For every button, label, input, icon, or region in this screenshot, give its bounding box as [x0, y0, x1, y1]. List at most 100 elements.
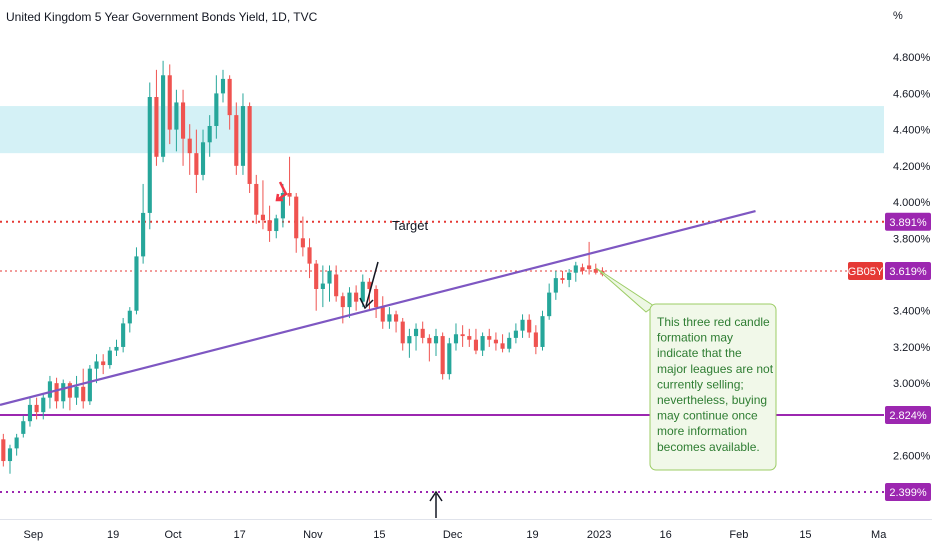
- target-arrow: [365, 261, 379, 307]
- candle-body: [87, 368, 92, 402]
- candle-body: [67, 383, 72, 398]
- note-line: more information: [657, 424, 747, 438]
- candle-body: [400, 321, 405, 344]
- supply-zone-band: [0, 106, 884, 154]
- candle-body: [553, 278, 558, 293]
- candle-body: [74, 386, 79, 398]
- note-box: [649, 303, 777, 471]
- note-line: This three red candle: [657, 315, 770, 329]
- x-tick-label: Feb: [729, 529, 748, 541]
- ticker-tag: [848, 262, 883, 281]
- candle-body: [147, 97, 152, 213]
- candle-body: [127, 310, 132, 324]
- price-tag-label-0: 3.891%: [889, 217, 927, 229]
- candle-body: [547, 292, 552, 317]
- y-tick-label: 4.200%: [893, 161, 931, 173]
- candle-body: [34, 404, 39, 413]
- candle-body: [47, 381, 52, 398]
- candle-body: [587, 265, 592, 270]
- candle-body: [54, 383, 59, 402]
- candle-body: [101, 361, 106, 366]
- note-line: formation may: [657, 331, 733, 345]
- candle-body: [493, 339, 498, 344]
- price-tag-1: [885, 262, 931, 281]
- note-line: nevertheless, buying: [657, 393, 767, 407]
- candle-body: [141, 212, 146, 257]
- price-tag-2: [885, 406, 931, 425]
- ticker-tag-label: GB05Y: [848, 266, 884, 278]
- candle-body: [580, 267, 585, 271]
- candle-body: [41, 397, 46, 413]
- price-tag-label-1: 3.619%: [889, 266, 927, 278]
- candle-body: [227, 78, 232, 116]
- y-tick-label: 4.600%: [893, 88, 931, 100]
- candle-body: [254, 183, 259, 215]
- candle-body: [427, 337, 432, 344]
- red-down-arrow: [275, 181, 288, 202]
- x-tick-label: 15: [373, 529, 385, 541]
- candle-body: [167, 75, 172, 130]
- candle-body: [260, 214, 266, 221]
- candle-body: [81, 386, 86, 402]
- candle-body: [314, 263, 319, 289]
- candle-body: [387, 314, 392, 322]
- note-line: currently selling;: [657, 377, 744, 391]
- candle-body: [487, 336, 492, 340]
- candle-body: [280, 193, 285, 219]
- y-tick-label: 4.800%: [893, 52, 931, 64]
- unit-label: %: [893, 10, 903, 22]
- price-tag-label-3: 2.399%: [889, 487, 927, 499]
- candle-body: [134, 256, 139, 311]
- note-line: major leagues are not: [657, 362, 774, 376]
- target-arrow-head: [359, 297, 374, 310]
- candle-body: [573, 265, 578, 273]
- candle-body: [500, 343, 505, 349]
- y-tick-label: 3.000%: [893, 378, 931, 390]
- candle-body: [174, 102, 179, 130]
- x-tick-label: 17: [234, 529, 246, 541]
- candle-body: [360, 281, 365, 302]
- candle-body: [540, 316, 545, 347]
- candle-body: [1, 439, 6, 462]
- price-tag-3: [885, 483, 931, 502]
- candle-body: [447, 343, 452, 375]
- candle-body: [274, 218, 279, 232]
- candle-body: [234, 115, 239, 166]
- candle-body: [114, 346, 119, 351]
- candle-body: [180, 102, 186, 139]
- candle-body: [507, 337, 512, 349]
- note-line: becomes available.: [657, 440, 760, 454]
- candle-body: [27, 404, 33, 422]
- note-line: indicate that the: [657, 346, 742, 360]
- candle-body: [287, 193, 292, 197]
- candle-body: [440, 336, 445, 375]
- candle-body: [380, 307, 385, 322]
- x-tick-label: 16: [660, 529, 672, 541]
- candle-body: [267, 220, 272, 232]
- y-tick-label: 4.000%: [893, 197, 931, 209]
- candle-body: [527, 319, 532, 333]
- price-tag-0: [885, 212, 931, 231]
- candle-body: [21, 421, 26, 434]
- y-tick-label: 3.800%: [893, 233, 931, 245]
- candle-body: [520, 319, 525, 331]
- candle-body: [560, 278, 565, 280]
- target-label: Target: [392, 218, 429, 233]
- candle-body: [340, 296, 345, 308]
- y-tick-label: 3.400%: [893, 306, 931, 318]
- candle-body: [200, 142, 206, 175]
- candle-body: [394, 314, 399, 322]
- candle-body: [187, 138, 192, 154]
- x-tick-label: Sep: [23, 529, 43, 541]
- candle-body: [220, 78, 226, 94]
- x-tick-label: 19: [107, 529, 119, 541]
- candle-body: [121, 323, 126, 347]
- candle-body: [374, 288, 379, 308]
- candle-body: [320, 283, 325, 289]
- candle-body: [307, 247, 312, 264]
- note-pointer: [595, 267, 655, 313]
- candle-body: [214, 93, 219, 126]
- price-tag-label-2: 2.824%: [889, 410, 927, 422]
- candle-body: [467, 336, 472, 340]
